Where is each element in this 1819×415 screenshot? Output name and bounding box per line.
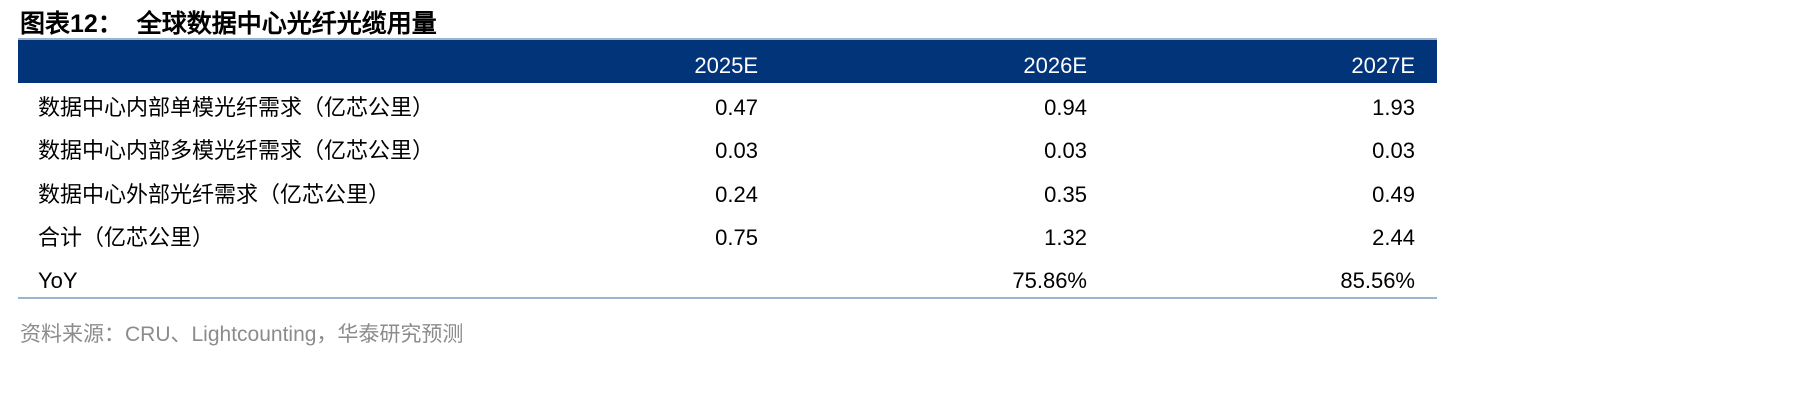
table-cell: 0.03 — [715, 138, 758, 164]
column-header: 2027E — [1351, 53, 1415, 78]
column-header: 2026E — [1023, 53, 1087, 78]
table-cell: 75.86% — [1012, 268, 1087, 294]
table-cell: 0.47 — [715, 95, 758, 120]
bottom-rule — [18, 297, 1437, 299]
row-label: 合计（亿芯公里） — [38, 224, 215, 250]
column-header: 2025E — [694, 53, 758, 78]
table-cell: 85.56% — [1340, 268, 1415, 294]
table-cell: 0.49 — [1372, 181, 1415, 207]
top-rule — [18, 38, 1437, 40]
table-cell: 0.03 — [1044, 138, 1087, 164]
row-label: YoY — [38, 268, 78, 294]
table-cell: 0.75 — [715, 224, 758, 250]
header-band — [18, 40, 1437, 83]
table-cell: 0.94 — [1044, 95, 1087, 120]
table-cell: 0.03 — [1372, 138, 1415, 164]
table-cell: 2.44 — [1372, 224, 1415, 250]
source-note: 资料来源：CRU、Lightcounting，华泰研究预测 — [20, 323, 464, 346]
table-cell: 1.32 — [1044, 224, 1087, 250]
table-cell: 1.93 — [1372, 95, 1415, 120]
table-cell: 0.24 — [715, 181, 758, 207]
table-cell: 0.35 — [1044, 181, 1087, 207]
title: 图表12： 全球数据中心光纤光缆用量 — [20, 10, 437, 38]
row-label: 数据中心内部多模光纤需求（亿芯公里） — [38, 138, 435, 164]
row-label: 数据中心内部单模光纤需求（亿芯公里） — [38, 95, 435, 120]
row-label: 数据中心外部光纤需求（亿芯公里） — [38, 181, 391, 207]
